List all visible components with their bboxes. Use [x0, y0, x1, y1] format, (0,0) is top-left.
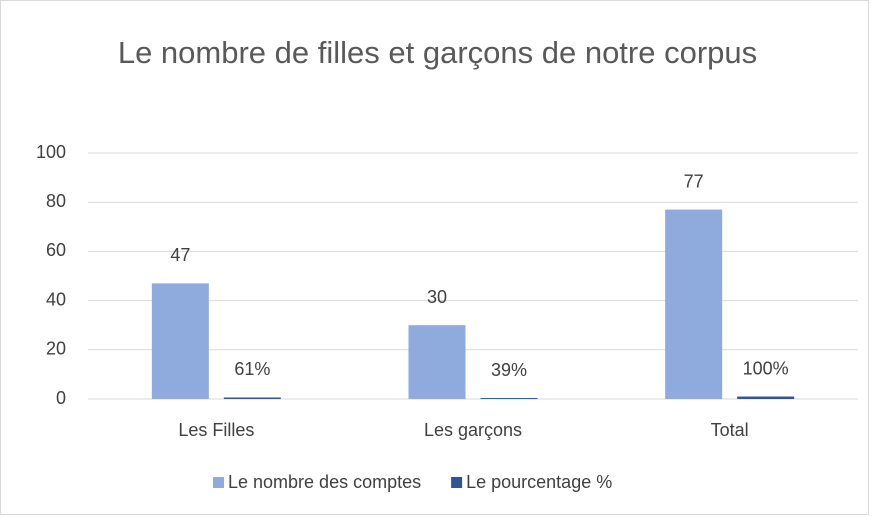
data-label: 30 [427, 287, 447, 307]
bar [223, 397, 281, 399]
y-tick-label: 40 [46, 289, 66, 309]
bar [480, 398, 538, 399]
data-label: 61% [234, 359, 270, 379]
bar [665, 209, 723, 399]
legend-swatch [451, 477, 463, 488]
legend-swatch [213, 477, 224, 488]
bar [737, 396, 795, 399]
data-label: 39% [491, 360, 527, 380]
y-tick-label: 80 [46, 191, 66, 211]
y-tick-label: 0 [56, 388, 66, 408]
y-tick-label: 20 [46, 339, 66, 359]
x-tick-label: Les garçons [424, 420, 522, 440]
x-tick-label: Total [711, 420, 749, 440]
y-tick-label: 100 [36, 142, 66, 162]
data-label: 100% [743, 358, 789, 378]
legend-label: Le pourcentage % [466, 472, 612, 492]
y-tick-label: 60 [46, 240, 66, 260]
legend-label: Le nombre des comptes [228, 472, 421, 492]
x-tick-label: Les Filles [178, 420, 254, 440]
data-label: 77 [684, 171, 704, 191]
data-label: 47 [170, 245, 190, 265]
bar [151, 283, 209, 399]
chart-title: Le nombre de filles et garçons de notre … [117, 35, 758, 70]
bar [408, 325, 466, 399]
